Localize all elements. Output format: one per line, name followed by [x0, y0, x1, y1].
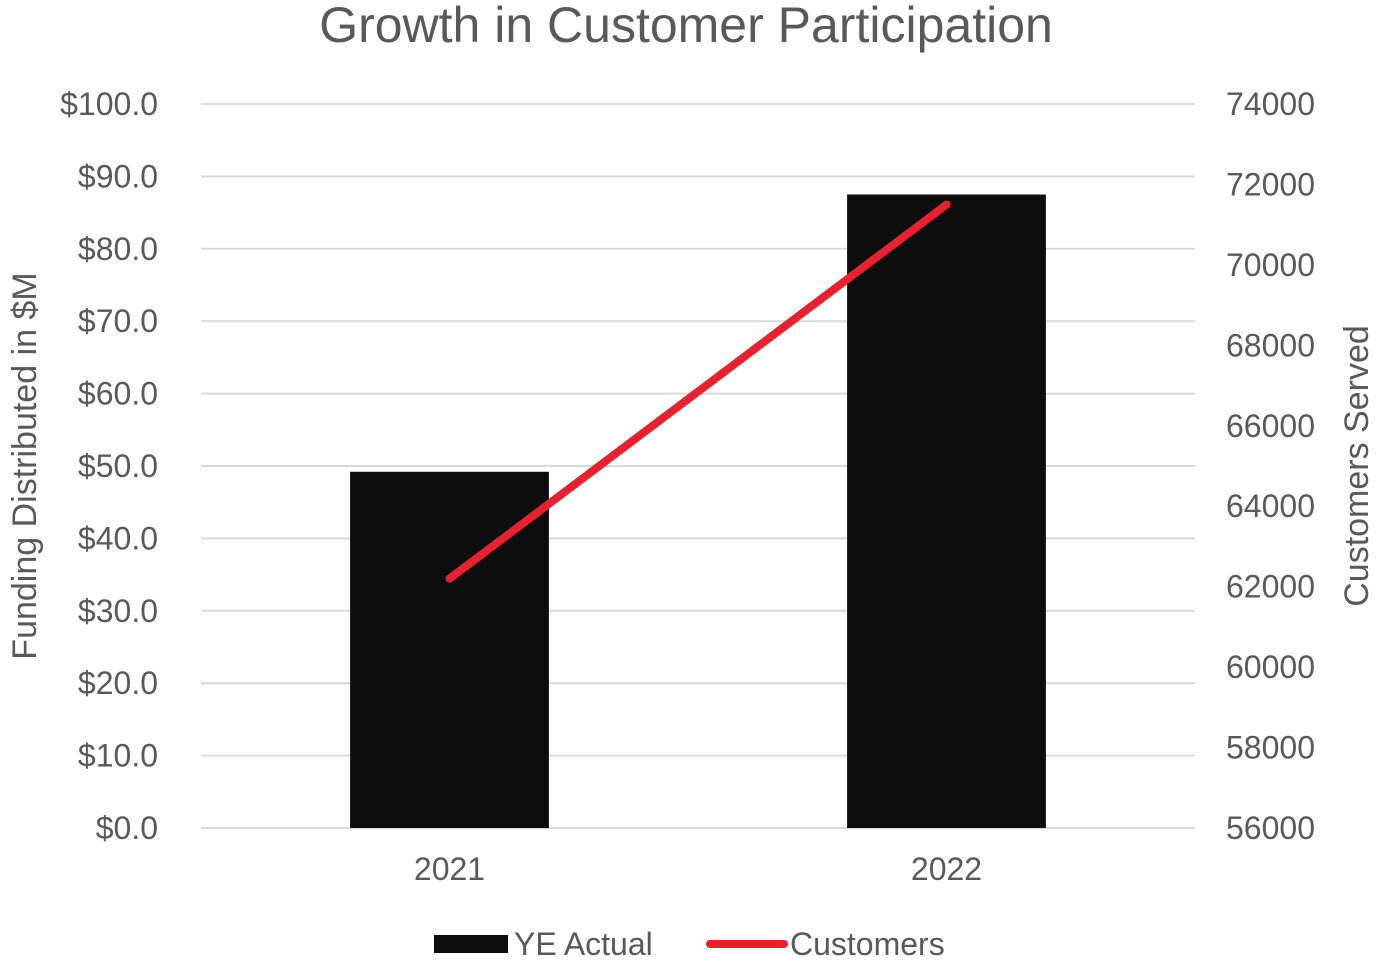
right-axis-tick-label: 68000 [1226, 327, 1315, 363]
left-axis-tick-label: $20.0 [78, 665, 158, 701]
right-axis-tick-label: 56000 [1226, 810, 1315, 846]
legend: YE Actual Customers [434, 926, 945, 962]
category-tick-label: 2022 [911, 851, 982, 887]
legend-label-ye-actual: YE Actual [514, 926, 653, 962]
bars [350, 194, 1046, 828]
right-axis-tick-label: 64000 [1226, 488, 1315, 524]
right-axis-tick-label: 74000 [1226, 86, 1315, 122]
right-axis-tick-label: 72000 [1226, 166, 1315, 202]
right-axis-title: Customers Served [1338, 325, 1376, 607]
customers-line-layer [445, 200, 951, 583]
category-axis-ticks: 2021 2022 [414, 851, 982, 887]
right-axis-ticks: 56000 58000 60000 62000 64000 66000 68000 70000… [1226, 86, 1315, 846]
left-axis-tick-label: $100.0 [60, 86, 158, 122]
left-axis-tick-label: $10.0 [78, 738, 158, 774]
left-axis-tick-label: $40.0 [78, 520, 158, 556]
right-axis-tick-label: 70000 [1226, 247, 1315, 283]
left-axis-tick-label: $80.0 [78, 231, 158, 267]
left-axis-ticks: $0.0 $10.0 $20.0 $30.0 $40.0 $50.0 $60.0 $70.0 $… [60, 86, 158, 846]
category-tick-label: 2021 [414, 851, 485, 887]
chart-title: Growth in Customer Participation [319, 0, 1053, 53]
right-axis-tick-label: 58000 [1226, 730, 1315, 766]
left-axis-tick-label: $0.0 [96, 810, 158, 846]
bar-ye-actual-2022 [847, 194, 1046, 828]
left-axis-tick-label: $50.0 [78, 448, 158, 484]
left-axis-tick-label: $30.0 [78, 593, 158, 629]
left-axis-tick-label: $60.0 [78, 376, 158, 412]
right-axis-tick-label: 60000 [1226, 649, 1315, 685]
left-axis-title: Funding Distributed in $M [6, 272, 44, 659]
legend-swatch-ye-actual [434, 935, 508, 953]
legend-label-customers: Customers [790, 926, 945, 962]
right-axis-tick-label: 66000 [1226, 408, 1315, 444]
right-axis-tick-label: 62000 [1226, 569, 1315, 605]
customers-line [445, 200, 951, 583]
left-axis-tick-label: $90.0 [78, 158, 158, 194]
left-axis-tick-label: $70.0 [78, 303, 158, 339]
